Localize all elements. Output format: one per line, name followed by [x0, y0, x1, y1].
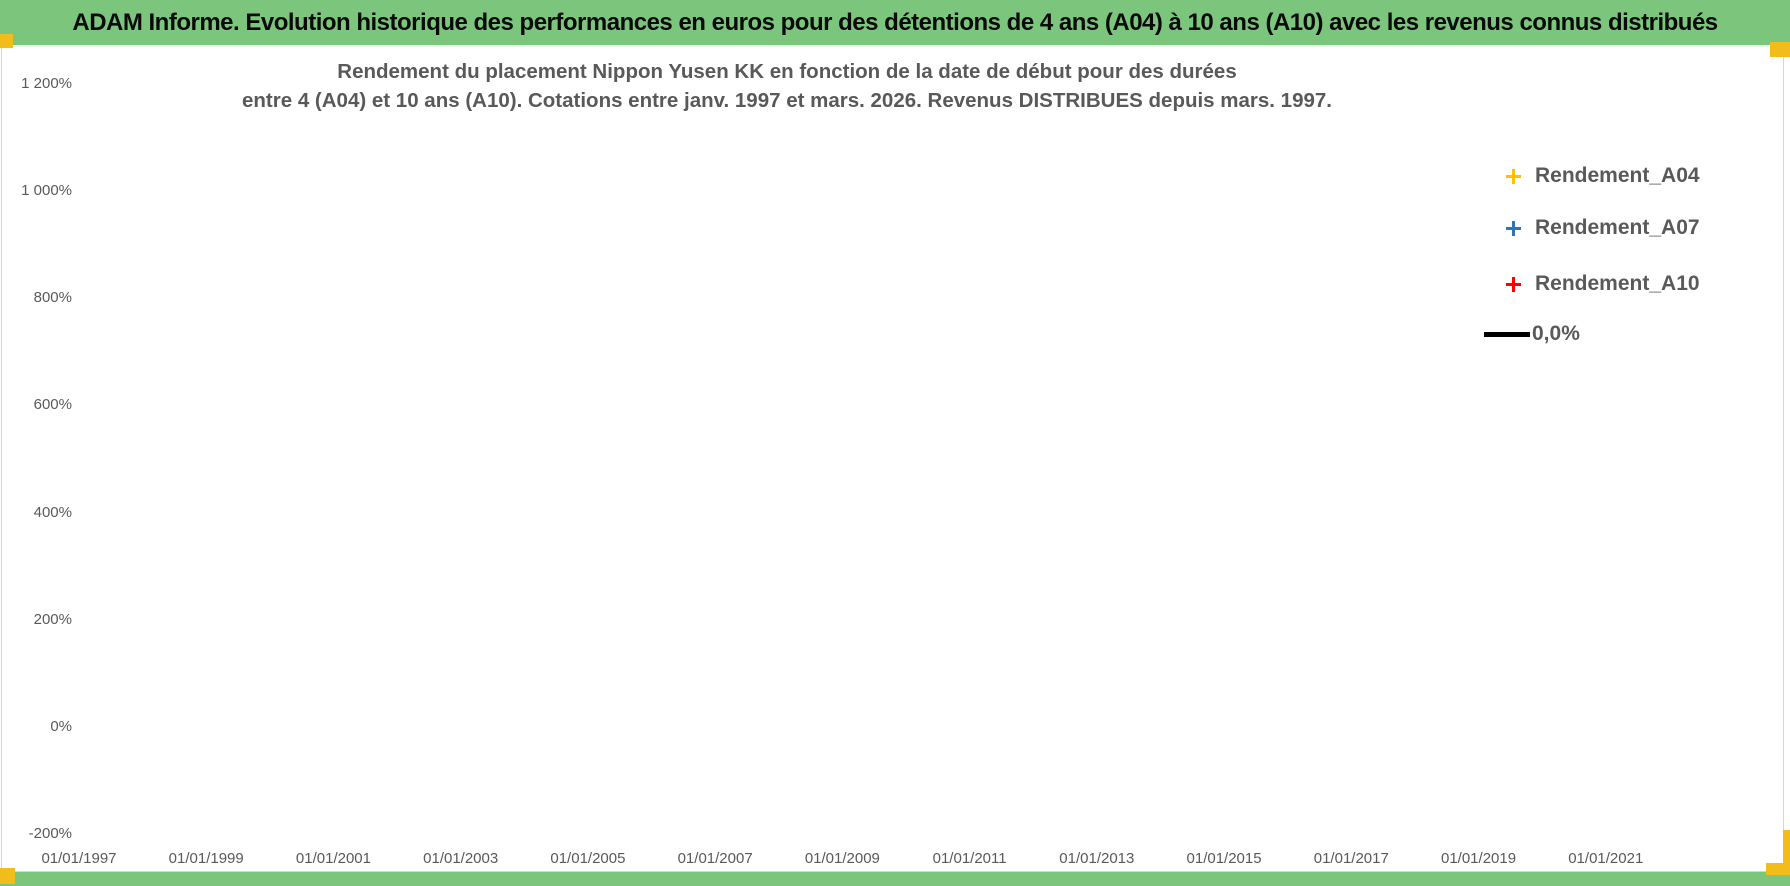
- legend-label: 0,0%: [1532, 322, 1580, 345]
- x-axis-tick-label: 01/01/1997: [41, 850, 117, 867]
- plus-marker-icon: [1506, 168, 1521, 184]
- y-axis-tick-label: 1 200%: [21, 75, 72, 92]
- x-axis-tick-label: 01/01/2005: [550, 850, 626, 867]
- y-axis-tick-label: 0%: [50, 717, 72, 735]
- x-axis-tick-label: 01/01/2015: [1186, 850, 1262, 867]
- chart-legend: Rendement_A04 Rendement_A07 Rendement_A10 0…: [1480, 150, 1718, 352]
- legend-label: Rendement_A07: [1535, 216, 1700, 239]
- legend-item-rendement-a04[interactable]: Rendement_A04: [1506, 162, 1700, 190]
- x-axis-tick-label: 01/01/2003: [423, 850, 499, 867]
- report-title: ADAM Informe. Evolution historique des p…: [72, 9, 1718, 36]
- x-axis-tick-label: 01/01/1999: [168, 850, 244, 867]
- x-axis-tick-label: 01/01/2011: [932, 850, 1007, 867]
- x-axis-tick-label: 01/01/2021: [1568, 850, 1644, 867]
- chart-title: Rendement du placement Nippon Yusen KK e…: [87, 57, 1487, 115]
- legend-item-0-0-[interactable]: 0,0%: [1484, 320, 1580, 348]
- x-axis-tick-label: 01/01/2017: [1313, 850, 1389, 867]
- y-axis-tick-label: 200%: [33, 610, 72, 628]
- plus-marker-icon: [1506, 276, 1521, 292]
- y-axis-tick-label: 600%: [33, 396, 72, 414]
- bottom-bar: [0, 872, 1790, 886]
- chart-title-line1: Rendement du placement Nippon Yusen KK e…: [337, 60, 1237, 83]
- corner-accent-bottom-left: [0, 868, 15, 884]
- legend-label: Rendement_A04: [1535, 164, 1700, 187]
- y-axis-tick-label: 1 000%: [21, 182, 72, 200]
- legend-item-rendement-a07[interactable]: Rendement_A07: [1506, 214, 1700, 242]
- y-axis-tick-label: -200%: [28, 825, 72, 842]
- corner-accent-bottom-right-horizontal: [1766, 863, 1790, 875]
- x-axis-tick-label: 01/01/2013: [1059, 850, 1135, 867]
- y-axis-tick-label: 400%: [33, 503, 72, 521]
- y-axis-tick-label: 800%: [33, 289, 72, 307]
- x-axis-tick-label: 01/01/2007: [677, 850, 753, 867]
- report-title-bar: ADAM Informe. Evolution historique des p…: [0, 0, 1790, 47]
- chart-title-line2: entre 4 (A04) et 10 ans (A10). Cotations…: [242, 89, 1332, 112]
- x-axis-tick-label: 01/01/2009: [804, 850, 880, 867]
- x-axis-tick-label: 01/01/2019: [1440, 850, 1517, 867]
- line-marker-icon: [1484, 331, 1530, 337]
- plus-marker-icon: [1506, 220, 1521, 236]
- corner-accent-top-left: [0, 34, 13, 48]
- corner-accent-top-right: [1770, 42, 1790, 57]
- x-axis-tick-label: 01/01/2001: [295, 850, 371, 867]
- legend-label: Rendement_A10: [1535, 272, 1700, 295]
- legend-item-rendement-a10[interactable]: Rendement_A10: [1506, 270, 1700, 298]
- corner-accent-bottom-right-vertical: [1783, 830, 1790, 875]
